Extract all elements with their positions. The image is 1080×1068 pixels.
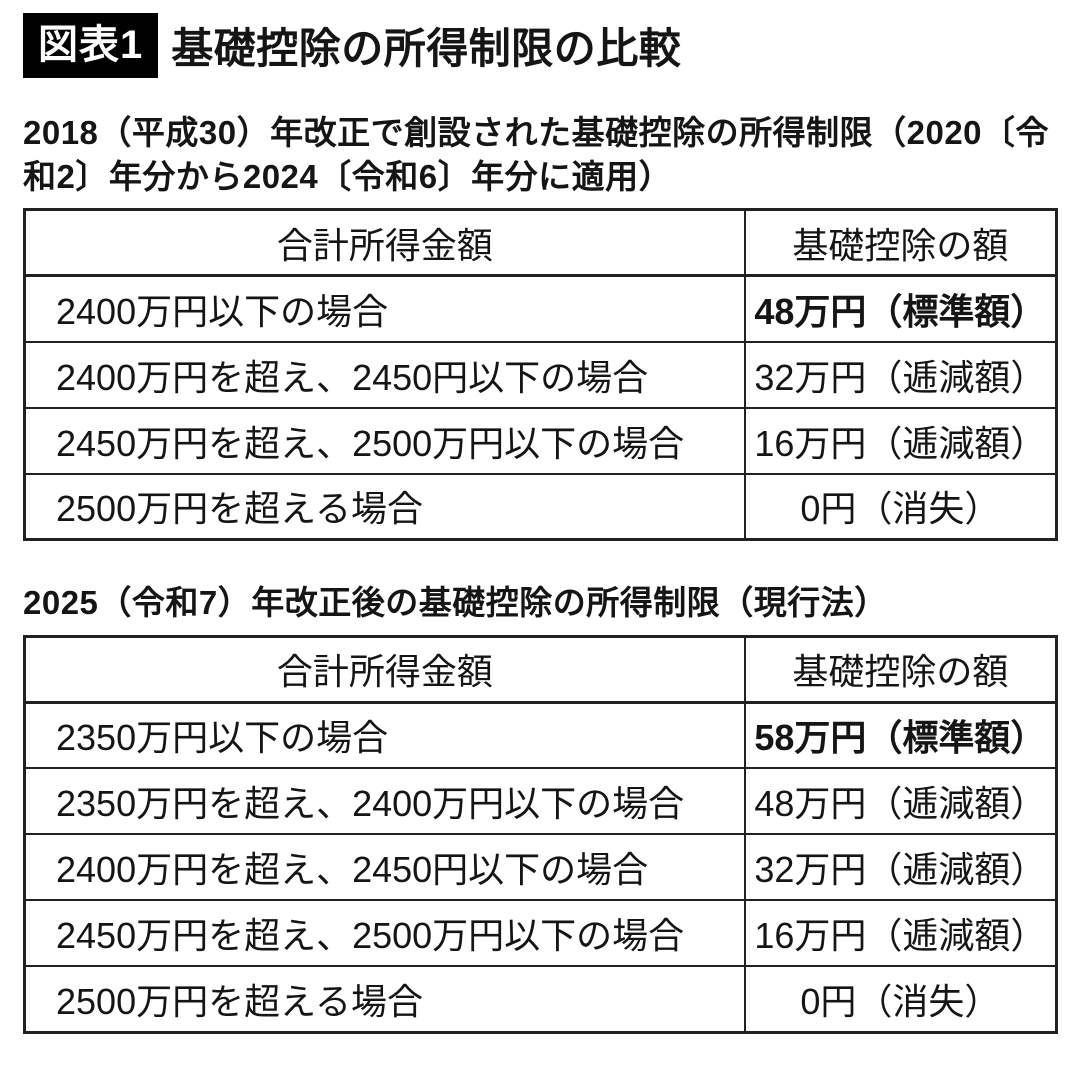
figure-label-badge: 図表1 (23, 13, 159, 78)
section-heading-2018: 2018（平成30）年改正で創設された基礎控除の所得制限（2020〔令和2〕年分… (23, 114, 1050, 195)
income-range-cell: 2450万円を超え、2500万円以下の場合 (23, 899, 746, 968)
deduction-amount-cell: 32万円（逓減額） (743, 340, 1058, 409)
table-row: 2500万円を超える場合 0円（消失） (23, 472, 1058, 541)
income-range-cell: 2350万円を超え、2400万円以下の場合 (23, 767, 746, 836)
income-range-cell: 2400万円を超え、2450円以下の場合 (23, 833, 746, 902)
table-row: 2450万円を超え、2500万円以下の場合 16万円（逓減額） (23, 899, 1058, 968)
section-2018-rules: 2018（平成30）年改正で創設された基礎控除の所得制限（2020〔令和2〕年分… (23, 111, 1058, 542)
deduction-amount-cell: 32万円（逓減額） (743, 833, 1058, 902)
deduction-amount-cell: 48万円（逓減額） (743, 767, 1058, 836)
deduction-table-2025: 合計所得金額 基礎控除の額 2350万円以下の場合 58万円（標準額） 2350… (23, 634, 1058, 1034)
deduction-amount-cell: 48万円（標準額） (743, 274, 1058, 343)
section-heading-2025: 2025（令和7）年改正後の基礎控除の所得制限（現行法） (23, 584, 888, 622)
deduction-amount-cell: 16万円（逓減額） (743, 406, 1058, 475)
table-header-row: 合計所得金額 基礎控除の額 (23, 208, 1058, 278)
table-row: 2450万円を超え、2500万円以下の場合 16万円（逓減額） (23, 406, 1058, 475)
table-row: 2350万円を超え、2400万円以下の場合 48万円（逓減額） (23, 767, 1058, 836)
deduction-amount-cell: 0円（消失） (743, 965, 1058, 1034)
deduction-amount-cell: 58万円（標準額） (743, 701, 1058, 770)
income-range-cell: 2400万円を超え、2450円以下の場合 (23, 340, 746, 409)
table-header-row: 合計所得金額 基礎控除の額 (23, 635, 1058, 704)
page-title: 基礎控除の所得制限の比較 (171, 25, 682, 72)
column-header-basic-deduction: 基礎控除の額 (743, 208, 1058, 278)
table-row: 2500万円を超える場合 0円（消失） (23, 965, 1058, 1034)
deduction-table-2018: 合計所得金額 基礎控除の額 2400万円以下の場合 48万円（標準額） 2400… (23, 208, 1058, 542)
deduction-amount-cell: 16万円（逓減額） (743, 899, 1058, 968)
figure-header: 図表1 基礎控除の所得制限の比較 (23, 13, 1058, 78)
column-header-total-income: 合計所得金額 (23, 208, 746, 278)
deduction-amount-cell: 0円（消失） (743, 472, 1058, 541)
section-2025-rules: 2025（令和7）年改正後の基礎控除の所得制限（現行法） 合計所得金額 基礎控除… (23, 581, 1058, 1034)
income-range-cell: 2400万円以下の場合 (23, 274, 746, 343)
income-range-cell: 2500万円を超える場合 (23, 965, 746, 1034)
table-row: 2400万円を超え、2450円以下の場合 32万円（逓減額） (23, 833, 1058, 902)
table-row: 2400万円以下の場合 48万円（標準額） (23, 274, 1058, 343)
column-header-total-income: 合計所得金額 (23, 635, 746, 704)
table-row: 2350万円以下の場合 58万円（標準額） (23, 701, 1058, 770)
income-range-cell: 2450万円を超え、2500万円以下の場合 (23, 406, 746, 475)
income-range-cell: 2350万円以下の場合 (23, 701, 746, 770)
income-range-cell: 2500万円を超える場合 (23, 472, 746, 541)
table-row: 2400万円を超え、2450円以下の場合 32万円（逓減額） (23, 340, 1058, 409)
column-header-basic-deduction: 基礎控除の額 (743, 635, 1058, 704)
